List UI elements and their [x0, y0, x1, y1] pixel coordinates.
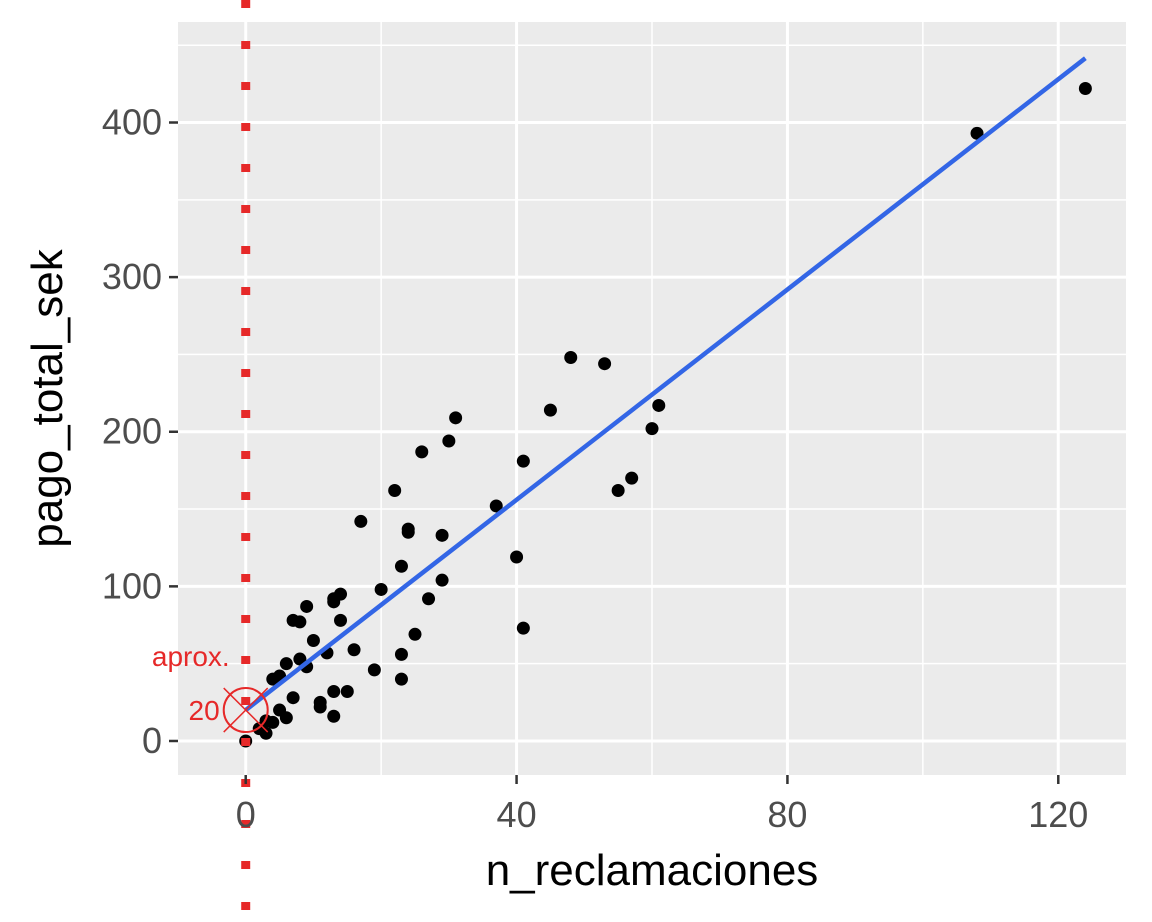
data-point — [516, 621, 530, 635]
data-point — [279, 711, 293, 725]
data-point — [367, 663, 381, 677]
data-point — [449, 411, 463, 425]
y-tick-label: 300 — [102, 256, 162, 297]
data-point — [422, 592, 436, 606]
y-tick-label: 100 — [102, 565, 162, 606]
data-point — [340, 685, 354, 699]
data-point — [408, 627, 422, 641]
data-point — [489, 499, 503, 513]
data-point — [334, 613, 348, 627]
x-tick-label: 120 — [1028, 794, 1088, 835]
data-point — [354, 514, 368, 528]
data-point — [435, 528, 449, 542]
data-point — [510, 550, 524, 564]
data-point — [435, 573, 449, 587]
grid-minor — [178, 22, 1126, 775]
data-point — [388, 483, 402, 497]
x-axis-ticks: 0 40 80 120 — [236, 775, 1088, 835]
data-point — [625, 471, 639, 485]
data-point — [374, 582, 388, 596]
data-point — [306, 633, 320, 647]
y-tick-label: 400 — [102, 102, 162, 143]
data-point — [279, 657, 293, 671]
data-point — [645, 422, 659, 436]
marker-cross-b — [223, 687, 269, 733]
y-tick-label: 200 — [102, 411, 162, 452]
data-point — [1078, 81, 1092, 95]
intercept-marker — [222, 687, 269, 734]
data-point — [394, 559, 408, 573]
data-point — [415, 445, 429, 459]
data-point — [598, 357, 612, 371]
data-point — [394, 647, 408, 661]
data-point — [394, 672, 408, 686]
annotation-line1: aprox. — [152, 641, 230, 672]
data-point — [300, 599, 314, 613]
data-point — [313, 700, 327, 714]
data-point — [970, 126, 984, 140]
data-point — [401, 525, 415, 539]
data-point — [652, 398, 666, 412]
data-points — [239, 81, 1092, 748]
data-point — [266, 715, 280, 729]
data-point — [259, 726, 273, 740]
y-tick-label: 0 — [142, 720, 162, 761]
regression-line — [244, 56, 1087, 712]
data-point — [564, 351, 578, 365]
y-axis-ticks: 0 100 200 300 400 — [102, 102, 178, 761]
data-point — [327, 709, 341, 723]
x-tick-label: 0 — [236, 794, 256, 835]
x-tick-label: 40 — [497, 794, 537, 835]
data-point — [442, 434, 456, 448]
data-point — [347, 643, 361, 657]
data-point — [327, 685, 341, 699]
y-axis-title: pago_total_sek — [23, 248, 72, 547]
x-tick-label: 80 — [767, 794, 807, 835]
annotation-line2: 20 — [189, 695, 220, 726]
data-point — [286, 691, 300, 705]
data-point — [543, 403, 557, 417]
x-axis-title: n_reclamaciones — [486, 846, 819, 895]
data-point — [516, 454, 530, 468]
marker-circle — [222, 687, 269, 734]
data-point — [611, 483, 625, 497]
data-point — [334, 587, 348, 601]
data-point — [293, 615, 307, 629]
